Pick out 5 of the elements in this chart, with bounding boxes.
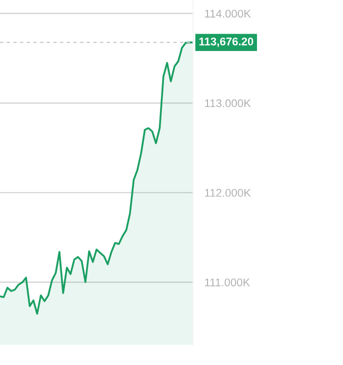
ref-line-label: 113,676.20	[199, 38, 254, 48]
y-tick-label: 114.000K	[205, 10, 251, 18]
y-tick-label: 113.000K	[205, 99, 251, 108]
y-tick-label: 111.000K	[205, 278, 250, 286]
y-tick-label: 112.000K	[205, 188, 251, 197]
